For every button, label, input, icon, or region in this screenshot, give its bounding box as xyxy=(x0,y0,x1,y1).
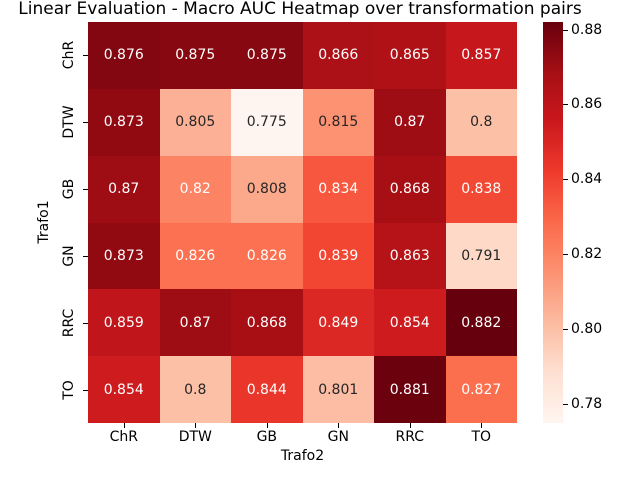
heatmap-cell-ChR-GN: 0.866 xyxy=(302,22,374,89)
y-tick-mark xyxy=(83,55,88,57)
heatmap-cell-GN-RRC: 0.863 xyxy=(374,222,446,290)
x-tick-label-TO: TO xyxy=(471,429,492,445)
colorbar-tick-mark xyxy=(563,254,568,256)
colorbar-tick-mark xyxy=(563,29,568,31)
heatmap-cell-GN-ChR: 0.873 xyxy=(88,222,160,290)
heatmap-cell-GB-DTW: 0.82 xyxy=(159,155,231,223)
x-tick-label-GB: GB xyxy=(256,429,278,445)
x-tick-mark xyxy=(195,423,197,428)
heatmap-cell-TO-TO: 0.827 xyxy=(445,356,517,423)
heatmap-cell-GN-DTW: 0.826 xyxy=(159,222,231,290)
heatmap-cell-GN-GN: 0.839 xyxy=(302,222,374,290)
y-tick-label-ChR: ChR xyxy=(61,41,77,70)
heatmap-cell-GB-ChR: 0.87 xyxy=(88,155,160,223)
heatmap-cell-GB-GN: 0.834 xyxy=(302,155,374,223)
colorbar-tick-label-0.80: 0.80 xyxy=(571,321,603,338)
y-axis-label: Trafo1 xyxy=(36,200,52,244)
colorbar-tick-mark xyxy=(563,104,568,106)
x-tick-mark xyxy=(266,423,268,428)
x-tick-label-GN: GN xyxy=(327,429,349,445)
x-tick-label-RRC: RRC xyxy=(395,429,425,445)
heatmap-cell-DTW-ChR: 0.873 xyxy=(88,88,160,156)
y-tick-label-DTW: DTW xyxy=(61,105,77,139)
heatmap-cell-RRC-TO: 0.882 xyxy=(445,289,517,357)
heatmap-cell-TO-DTW: 0.8 xyxy=(159,356,231,423)
x-axis-label: Trafo2 xyxy=(280,448,325,464)
y-tick-label-GB: GB xyxy=(61,178,77,200)
heatmap-cell-TO-ChR: 0.854 xyxy=(88,356,160,423)
heatmap-cell-ChR-ChR: 0.876 xyxy=(88,22,160,89)
chart-title: Linear Evaluation - Macro AUC Heatmap ov… xyxy=(18,0,582,19)
y-tick-label-GN: GN xyxy=(61,245,77,267)
heatmap-cell-DTW-TO: 0.8 xyxy=(445,88,517,156)
colorbar-tick-mark xyxy=(563,329,568,331)
heatmap-cell-TO-GN: 0.801 xyxy=(302,356,374,423)
heatmap-cell-RRC-GB: 0.868 xyxy=(231,289,303,357)
heatmap-cell-ChR-RRC: 0.865 xyxy=(374,22,446,89)
colorbar-tick-mark xyxy=(563,179,568,181)
y-tick-mark xyxy=(83,189,88,191)
y-tick-mark xyxy=(83,122,88,124)
colorbar-tick-label-0.78: 0.78 xyxy=(571,396,603,413)
heatmap-cell-GB-RRC: 0.868 xyxy=(374,155,446,223)
colorbar-tick-label-0.86: 0.86 xyxy=(571,96,603,113)
heatmap-cell-GB-GB: 0.808 xyxy=(231,155,303,223)
x-tick-mark xyxy=(409,423,411,428)
heatmap-cell-ChR-GB: 0.875 xyxy=(231,22,303,89)
colorbar xyxy=(543,22,563,423)
heatmap-cell-TO-RRC: 0.881 xyxy=(374,356,446,423)
heatmap-cell-ChR-DTW: 0.875 xyxy=(159,22,231,89)
heatmap-cell-DTW-GN: 0.815 xyxy=(302,88,374,156)
heatmap-grid: 0.876 0.875 0.875 0.866 0.865 0.857 0.873 0.805… xyxy=(88,22,517,423)
x-tick-mark xyxy=(481,423,483,428)
heatmap-cell-RRC-DTW: 0.87 xyxy=(159,289,231,357)
x-tick-label-ChR: ChR xyxy=(109,429,138,445)
y-tick-mark xyxy=(83,255,88,257)
colorbar-tick-label-0.84: 0.84 xyxy=(571,171,603,188)
x-tick-mark xyxy=(338,423,340,428)
heatmap-cell-RRC-GN: 0.849 xyxy=(302,289,374,357)
colorbar-tick-label-0.88: 0.88 xyxy=(571,21,603,38)
heatmap-cell-RRC-RRC: 0.854 xyxy=(374,289,446,357)
y-tick-mark xyxy=(83,322,88,324)
x-tick-mark xyxy=(123,423,125,428)
x-tick-label-DTW: DTW xyxy=(178,429,212,445)
y-tick-label-TO: TO xyxy=(61,379,77,400)
y-tick-label-RRC: RRC xyxy=(61,308,77,338)
colorbar-tick-label-0.82: 0.82 xyxy=(571,246,603,263)
heatmap-cell-RRC-ChR: 0.859 xyxy=(88,289,160,357)
heatmap-cell-GB-TO: 0.838 xyxy=(445,155,517,223)
y-tick-mark xyxy=(83,389,88,391)
heatmap-cell-ChR-TO: 0.857 xyxy=(445,22,517,89)
heatmap-cell-TO-GB: 0.844 xyxy=(231,356,303,423)
heatmap-cell-DTW-DTW: 0.805 xyxy=(159,88,231,156)
heatmap-cell-GN-GB: 0.826 xyxy=(231,222,303,290)
heatmap-cell-GN-TO: 0.791 xyxy=(445,222,517,290)
heatmap-cell-DTW-RRC: 0.87 xyxy=(374,88,446,156)
heatmap-cell-DTW-GB: 0.775 xyxy=(231,88,303,156)
colorbar-tick-mark xyxy=(563,404,568,406)
